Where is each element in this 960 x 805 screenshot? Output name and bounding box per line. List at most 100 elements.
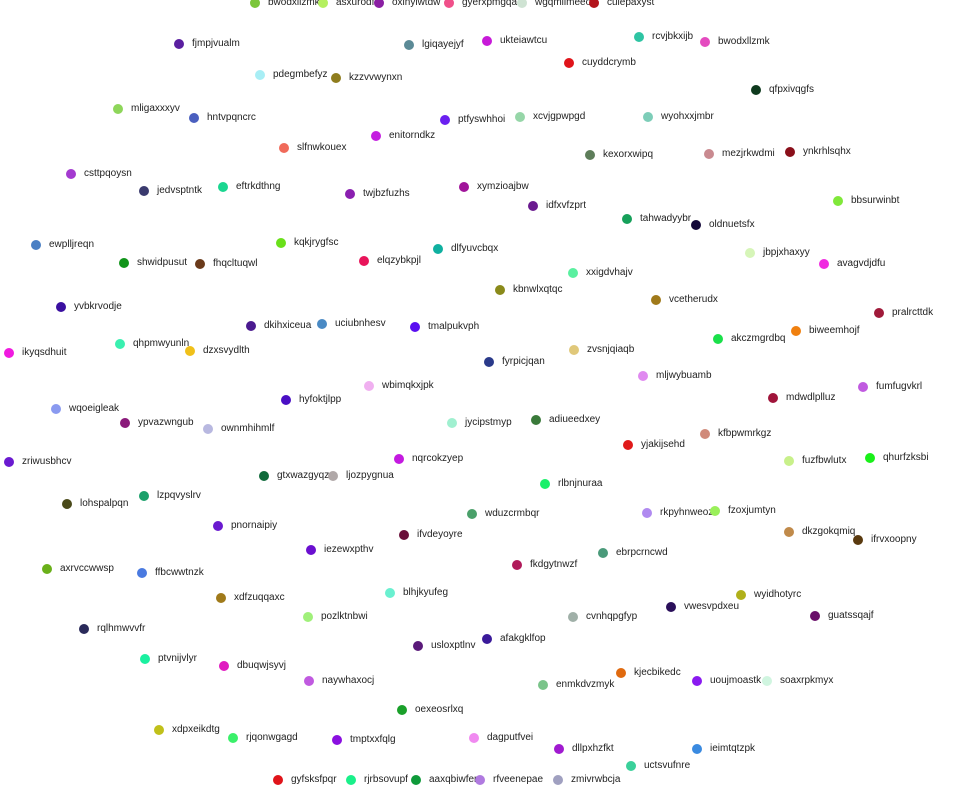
graph-node[interactable]: nqrcokzyep — [394, 453, 463, 465]
graph-node[interactable]: biweemhojf — [791, 325, 860, 337]
graph-node[interactable]: dllpxhzfkt — [554, 743, 614, 755]
graph-node[interactable]: eftrkdthng — [218, 181, 280, 193]
graph-node[interactable]: wgqmilmeeo — [517, 0, 591, 9]
graph-node[interactable]: pdegmbefyz — [255, 69, 327, 81]
graph-node[interactable]: wyohxxjmbr — [643, 111, 714, 123]
graph-node[interactable]: ifvdeyoyre — [399, 529, 463, 541]
graph-node[interactable]: cvnhqpgfyp — [568, 611, 637, 623]
graph-node[interactable]: lohspalpqn — [62, 498, 128, 510]
graph-node[interactable]: xdfzuqqaxc — [216, 592, 285, 604]
graph-node[interactable]: fzoxjumtyn — [710, 505, 776, 517]
graph-node[interactable]: dlfyuvcbqx — [433, 243, 498, 255]
graph-node[interactable]: ukteiawtcu — [482, 35, 547, 47]
graph-node[interactable]: dkihxiceua — [246, 320, 311, 332]
graph-node[interactable]: uoujmoastk — [692, 675, 761, 687]
graph-node[interactable]: rkpyhnweoz — [642, 507, 713, 519]
graph-node[interactable]: wbimqkxjpk — [364, 380, 434, 392]
graph-node[interactable]: lgiqayejyf — [404, 39, 464, 51]
graph-node[interactable]: qhurfzksbi — [865, 452, 929, 464]
graph-node[interactable]: dagputfvei — [469, 732, 533, 744]
graph-node[interactable]: wduzcrmbqr — [467, 508, 539, 520]
graph-node[interactable]: fhqcltuqwl — [195, 258, 257, 270]
graph-node[interactable]: ptfyswhhoi — [440, 114, 505, 126]
graph-node[interactable]: fuzfbwlutx — [784, 455, 846, 467]
graph-node[interactable]: enmkdvzmyk — [538, 679, 614, 691]
graph-node[interactable]: jbpjxhaxyy — [745, 247, 810, 259]
graph-node[interactable]: pralrcttdk — [874, 307, 933, 319]
graph-node[interactable]: kbnwlxqtqc — [495, 284, 562, 296]
graph-node[interactable]: xdpxeikdtg — [154, 724, 220, 736]
graph-node[interactable]: kqkjrygfsc — [276, 237, 338, 249]
graph-node[interactable]: ewplljreqn — [31, 239, 94, 251]
graph-node[interactable]: mljwybuamb — [638, 370, 712, 382]
graph-node[interactable]: axrvccwwsp — [42, 563, 114, 575]
graph-node[interactable]: gtxwazgyqz — [259, 470, 329, 482]
graph-node[interactable]: xxigdvhajv — [568, 267, 633, 279]
graph-node[interactable]: blhjkyufeg — [385, 587, 448, 599]
graph-node[interactable]: rjqonwgagd — [228, 732, 298, 744]
graph-node[interactable]: yvbkrvodje — [56, 301, 122, 313]
graph-node[interactable]: dbuqwjsyvj — [219, 660, 286, 672]
graph-node[interactable]: guatssqajf — [810, 610, 874, 622]
graph-node[interactable]: ffbcwwtnzk — [137, 567, 204, 579]
graph-node[interactable]: wqoeigleak — [51, 403, 119, 415]
graph-node[interactable]: rjrbsovupf — [346, 774, 408, 786]
graph-node[interactable]: kjecbikedc — [616, 667, 681, 679]
graph-node[interactable]: fkdgytnwzf — [512, 559, 577, 571]
graph-node[interactable]: hntvpqncrc — [189, 112, 256, 124]
graph-node[interactable]: kfbpwmrkgz — [700, 428, 771, 440]
graph-node[interactable]: kzzvvwynxn — [331, 72, 402, 84]
graph-node[interactable]: tahwadyybr — [622, 213, 691, 225]
graph-node[interactable]: avagvdjdfu — [819, 258, 885, 270]
graph-node[interactable]: kexorxwipq — [585, 149, 653, 161]
graph-node[interactable]: afakgklfop — [482, 633, 546, 645]
graph-node[interactable]: csttpqoysn — [66, 168, 132, 180]
graph-node[interactable]: xcvjgpwpgd — [515, 111, 585, 123]
graph-node[interactable]: culepaxyst — [589, 0, 654, 9]
graph-node[interactable]: tmptxxfqlg — [332, 734, 396, 746]
graph-node[interactable]: qhpmwyunln — [115, 338, 189, 350]
graph-node[interactable]: vcetherudx — [651, 294, 718, 306]
graph-node[interactable]: ownmhihmlf — [203, 423, 274, 435]
graph-node[interactable]: adiueedxey — [531, 414, 600, 426]
graph-node[interactable]: ynkrhlsqhx — [785, 146, 851, 158]
graph-node[interactable]: gyerxpmgqa — [444, 0, 517, 9]
graph-node[interactable]: rlbnjnuraa — [540, 478, 602, 490]
graph-node[interactable]: uciubnhesv — [317, 318, 386, 330]
graph-node[interactable]: jedvsptntk — [139, 185, 202, 197]
graph-node[interactable]: tmalpukvph — [410, 321, 479, 333]
graph-node[interactable]: aaxqbiwfer — [411, 774, 477, 786]
graph-node[interactable]: hyfoktjlpp — [281, 394, 341, 406]
graph-node[interactable]: elqzybkpjl — [359, 255, 421, 267]
graph-node[interactable]: yjakijsehd — [623, 439, 685, 451]
graph-node[interactable]: dzxsvydlth — [185, 345, 250, 357]
graph-node[interactable]: gyfsksfpqr — [273, 774, 337, 786]
graph-node[interactable]: ieimtqtzpk — [692, 743, 755, 755]
graph-node[interactable]: ebrpcrncwd — [598, 547, 668, 559]
graph-node[interactable]: zmivrwbcja — [553, 774, 620, 786]
graph-node[interactable]: rfveenepae — [475, 774, 543, 786]
graph-node[interactable]: fumfugvkrl — [858, 381, 922, 393]
graph-node[interactable]: lzpqvyslrv — [139, 490, 201, 502]
graph-node[interactable]: xymzioajbw — [459, 181, 529, 193]
graph-node[interactable]: bbsurwinbt — [833, 195, 899, 207]
graph-node[interactable]: mezjrkwdmi — [704, 148, 775, 160]
graph-node[interactable]: bwodxllzmk — [250, 0, 320, 9]
graph-node[interactable]: slfnwkouex — [279, 142, 346, 154]
graph-node[interactable]: usloxptlnv — [413, 640, 475, 652]
graph-node[interactable]: enitorndkz — [371, 130, 435, 142]
graph-node[interactable]: vwesvpdxeu — [666, 601, 739, 613]
graph-node[interactable]: wyidhotyrc — [736, 589, 801, 601]
graph-node[interactable]: jycipstmyp — [447, 417, 512, 429]
graph-node[interactable]: fjmpjvualm — [174, 38, 240, 50]
graph-node[interactable]: dkzgokqmiq — [784, 526, 855, 538]
graph-node[interactable]: zriwusbhcv — [4, 456, 71, 468]
graph-node[interactable]: ljozpygnua — [328, 470, 394, 482]
graph-node[interactable]: shwidpusut — [119, 257, 187, 269]
graph-node[interactable]: asxurodfm — [318, 0, 383, 9]
graph-node[interactable]: rqlhmwvvfr — [79, 623, 145, 635]
graph-node[interactable]: qfpxivqgfs — [751, 84, 814, 96]
graph-node[interactable]: ifrvxoopny — [853, 534, 917, 546]
graph-node[interactable]: oxinyiwtdw — [374, 0, 440, 9]
graph-node[interactable]: rcvjbkxijb — [634, 31, 693, 43]
